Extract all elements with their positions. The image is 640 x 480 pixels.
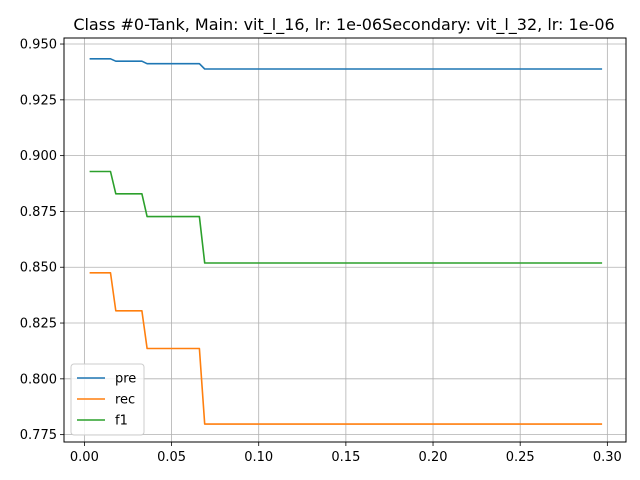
legend-label-pre: pre [115,372,136,387]
y-tick-label: 0.875 [20,205,57,220]
y-tick-label: 0.850 [20,261,57,276]
series-line-pre [89,57,603,70]
y-tick-label: 0.775 [20,428,57,443]
legend: pre rec f1 [70,363,145,436]
y-tick-label: 0.800 [20,372,57,387]
y-tick-label: 0.825 [20,317,57,332]
x-tick-label: 0.15 [331,450,360,465]
x-tick-label: 0.10 [244,450,273,465]
x-tick-label: 0.00 [70,450,99,465]
legend-label-f1: f1 [115,414,128,429]
legend-label-rec: rec [115,393,135,408]
series-line-f1 [89,170,603,264]
x-tick-label: 0.05 [157,450,186,465]
y-tick-label: 0.925 [20,93,57,108]
legend-box [70,363,145,436]
y-tick-label: 0.950 [20,38,57,53]
axis-ticks: 0.00 0.05 0.10 0.15 0.20 0.25 0.30 0.775 0.800 0.… [20,38,622,465]
x-tick-label: 0.20 [419,450,448,465]
series-line-rec [89,271,603,425]
x-tick-label: 0.30 [593,450,622,465]
y-tick-label: 0.900 [20,149,57,164]
series-lines [89,57,603,425]
grid [64,38,626,442]
chart-title: Class #0-Tank, Main: vit_l_16, lr: 1e-06… [73,15,614,35]
plot-frame [63,37,627,443]
x-tick-label: 0.25 [506,450,535,465]
